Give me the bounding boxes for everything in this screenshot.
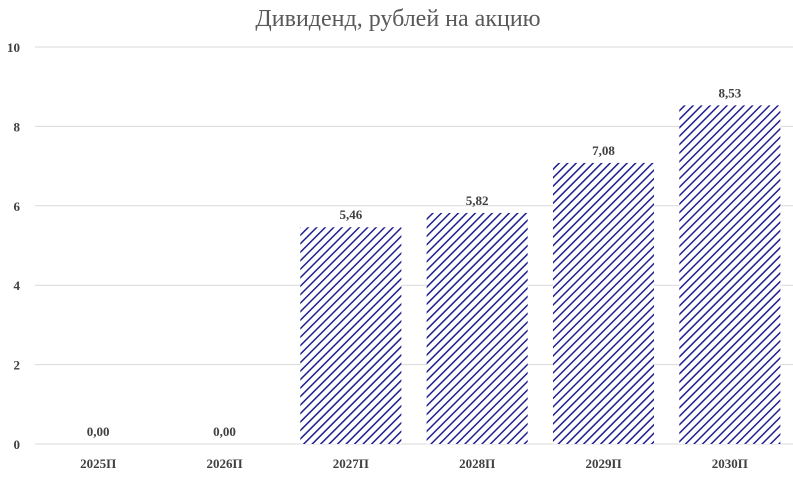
x-axis: 2025П 2026П 2027П 2028П 2029П 2030П	[80, 456, 748, 471]
data-label-2025П: 0,00	[87, 424, 110, 439]
grid-lines	[35, 46, 793, 445]
bar-2029П	[552, 162, 655, 444]
data-label-2027П: 5,46	[339, 207, 362, 222]
x-tick-label-2030П: 2030П	[712, 456, 748, 471]
y-tick-label: 10	[7, 40, 20, 55]
data-label-2030П: 8,53	[718, 85, 741, 100]
data-label-2028П: 5,82	[466, 193, 489, 208]
y-tick-label: 0	[14, 437, 21, 452]
data-label-2026П: 0,00	[213, 424, 236, 439]
x-tick-label-2026П: 2026П	[206, 456, 242, 471]
y-tick-label: 4	[14, 278, 21, 293]
y-tick-label: 2	[14, 358, 21, 373]
x-tick-label-2027П: 2027П	[333, 456, 369, 471]
bars	[300, 105, 781, 444]
data-labels: 0,00 0,00 5,46 5,82 7,08 8,53	[87, 85, 742, 439]
x-tick-label-2029П: 2029П	[585, 456, 621, 471]
bar-2027П	[300, 227, 402, 444]
x-tick-label-2025П: 2025П	[80, 456, 116, 471]
x-tick-label-2028П: 2028П	[459, 456, 495, 471]
y-tick-label: 8	[14, 119, 21, 134]
bar-2028П	[426, 212, 528, 444]
data-label-2029П: 7,08	[592, 143, 615, 158]
bar-2030П	[679, 105, 781, 444]
chart-title: Дивиденд, рублей на акцию	[255, 6, 540, 32]
y-axis: 0 2 4 6 8 10	[7, 40, 21, 452]
y-tick-label: 6	[14, 199, 21, 214]
